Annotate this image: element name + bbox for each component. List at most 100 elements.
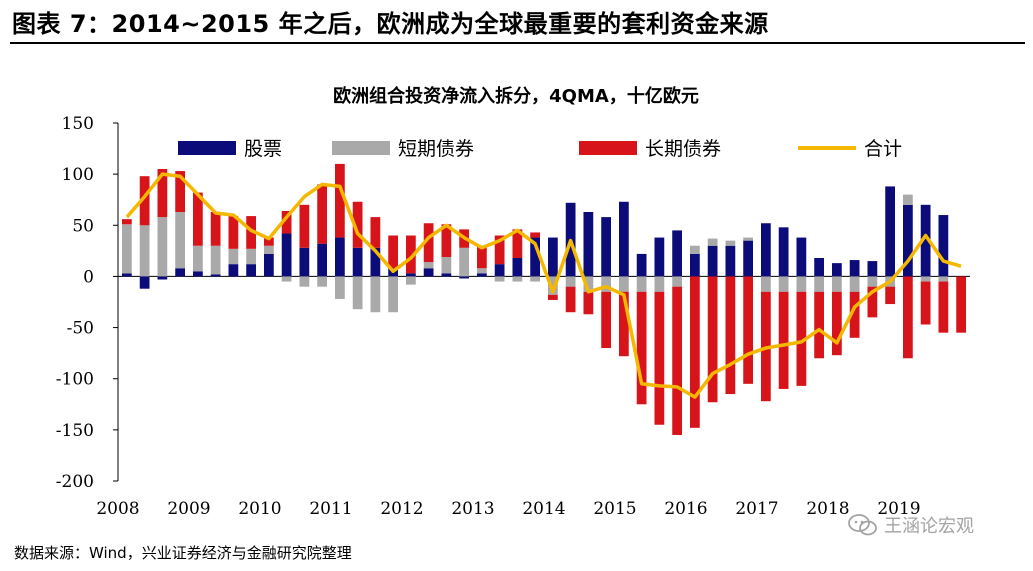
y-tick-label: 0 — [83, 267, 94, 287]
equity-bar — [636, 253, 647, 277]
x-tick-label: 2010 — [238, 499, 281, 519]
legend-label: 股票 — [244, 138, 282, 160]
equity-bar — [938, 215, 949, 277]
short-bond-bar — [459, 247, 470, 277]
equity-bar — [689, 253, 700, 277]
equity-bar — [139, 276, 150, 289]
equity-bar — [796, 237, 807, 277]
equity-bar — [192, 271, 203, 277]
long-bond-bar — [814, 291, 825, 359]
equity-bar — [654, 237, 665, 277]
long-bond-bar — [441, 224, 452, 257]
equity-bar — [281, 233, 292, 277]
equity-bar — [583, 211, 594, 277]
short-bond-bar — [139, 225, 150, 277]
short-bond-bar — [831, 276, 842, 292]
equity-bar — [814, 258, 825, 277]
long-bond-bar — [654, 291, 665, 425]
long-bond-bar — [956, 276, 967, 333]
x-tick-label: 2009 — [167, 499, 210, 519]
total-line-layer — [125, 172, 962, 399]
short-bond-bar — [707, 238, 718, 246]
long-bond-bar — [743, 276, 754, 384]
short-bond-bar — [814, 276, 825, 292]
watermark-text: 王涵论宏观 — [884, 516, 974, 537]
equity-bar — [334, 237, 345, 277]
equity-bar — [423, 268, 434, 277]
x-tick-label: 2017 — [735, 499, 778, 519]
short-bond-bar — [530, 276, 541, 282]
long-bond-bar — [192, 192, 203, 246]
short-bond-bar — [192, 245, 203, 272]
short-bond-bar — [299, 276, 310, 287]
long-bond-bar — [920, 281, 931, 325]
short-bond-bar — [601, 276, 612, 292]
equity-bar — [228, 264, 239, 277]
short-bond-bar — [405, 276, 416, 285]
figure-title: 图表 7：2014~2015 年之后，欧洲成为全球最重要的套利资金来源 — [12, 10, 769, 38]
chart-title: 欧洲组合投资净流入拆分，4QMA，十亿欧元 — [333, 85, 699, 107]
short-bond-bar — [778, 276, 789, 292]
equity-bar — [459, 276, 470, 279]
y-tick-label: 50 — [72, 216, 94, 236]
long-bond-bar — [778, 291, 789, 389]
long-bond-bar — [423, 223, 434, 263]
long-bond-bar — [405, 235, 416, 274]
equity-bar — [317, 243, 328, 277]
long-bond-bar — [281, 210, 292, 234]
short-bond-bar — [441, 256, 452, 274]
wechat-icon — [848, 514, 877, 536]
short-bond-bar — [725, 240, 736, 246]
equity-bar — [210, 274, 221, 277]
equity-bar — [618, 201, 629, 277]
long-bond-bar — [672, 286, 683, 435]
long-bond-bar — [512, 229, 523, 259]
long-bond-bar — [885, 286, 896, 305]
axes: -200 -150 -100 -50 0 50 100 150 2008 2009 2010 2011… — [56, 114, 970, 519]
equity-bar — [902, 204, 913, 277]
long-bond-bar — [618, 291, 629, 357]
equity-bar — [263, 253, 274, 277]
short-bond-bar — [263, 245, 274, 254]
y-tick-label: -200 — [56, 472, 94, 492]
long-bond-bar — [476, 245, 487, 269]
equity-bar — [760, 223, 771, 277]
long-bond-bar — [263, 237, 274, 246]
long-bond-bar — [494, 235, 505, 265]
equity-bar — [743, 240, 754, 277]
y-tick-label: -50 — [67, 319, 94, 339]
long-bond-bar — [565, 286, 576, 313]
equity-bar — [121, 273, 132, 277]
x-tick-label: 2018 — [806, 499, 849, 519]
x-tick-label: 2012 — [380, 499, 423, 519]
short-bond-bar — [476, 268, 487, 274]
short-bond-bar — [370, 276, 381, 313]
equity-bar — [672, 230, 683, 277]
equity-bar — [530, 237, 541, 277]
equity-bar — [405, 273, 416, 277]
y-tick-label: -150 — [56, 421, 94, 441]
x-tick-label: 2019 — [877, 499, 920, 519]
long-bond-bar — [175, 171, 186, 212]
short-bond-bar — [672, 276, 683, 287]
x-tick-label: 2011 — [309, 499, 352, 519]
short-bond-bar — [228, 248, 239, 265]
long-bond-bar — [601, 291, 612, 349]
short-bond-bar — [210, 245, 221, 275]
equity-bar — [778, 227, 789, 277]
short-bond-bar — [423, 262, 434, 269]
long-bond-bar — [139, 176, 150, 226]
long-bond-bar — [121, 219, 132, 225]
x-tick-label: 2013 — [451, 499, 494, 519]
short-bond-bar — [583, 276, 594, 292]
short-bond-bar — [849, 276, 860, 292]
short-bond-bar — [618, 276, 629, 292]
short-bond-bar — [938, 276, 949, 282]
legend: 股票 短期债券 长期债券 合计 — [178, 138, 902, 160]
equity-bar — [831, 263, 842, 277]
equity-bar — [885, 186, 896, 277]
short-bond-bar — [689, 245, 700, 254]
long-bond-bar — [583, 291, 594, 315]
short-bond-bar — [352, 276, 363, 310]
y-tick-label: 150 — [62, 114, 94, 134]
